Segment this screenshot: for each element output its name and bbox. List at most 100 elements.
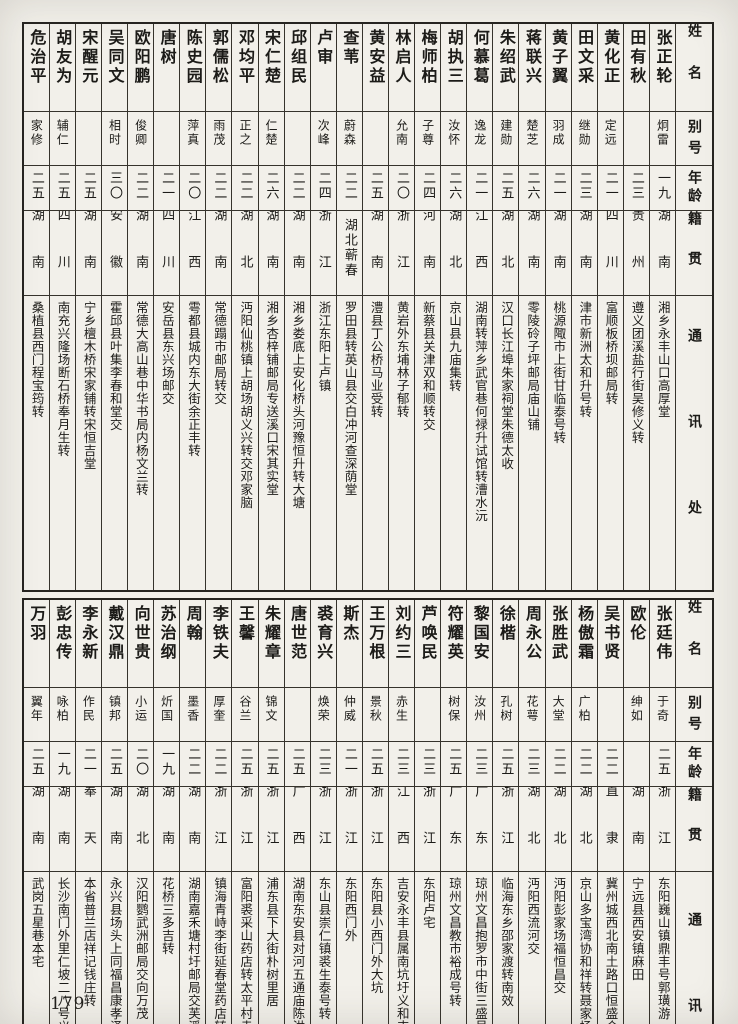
native-text: 安徽 bbox=[106, 210, 122, 296]
name-text: 危治平 bbox=[27, 29, 47, 86]
age-cell: 二〇 bbox=[387, 165, 416, 211]
native-text: 浙江 bbox=[315, 210, 331, 296]
age-cell: 二五 bbox=[492, 741, 520, 787]
native-cell: 湖北 bbox=[544, 786, 572, 872]
native-cell: 湖南 bbox=[622, 786, 650, 872]
alias-cell: 孔树 bbox=[492, 687, 520, 742]
age-cell: 二一 bbox=[335, 741, 363, 787]
name-text: 符耀英 bbox=[444, 605, 464, 662]
address-text: 琼州文昌抱罗市中街三盛号转 bbox=[473, 877, 489, 1024]
native-text: 贵州 bbox=[628, 210, 644, 296]
address-cell: 桃源陬市上街甘临泰号转 bbox=[544, 295, 572, 592]
native-text: 直隶 bbox=[602, 786, 618, 872]
alias-cell: 厚奎 bbox=[205, 687, 233, 742]
address-text: 桃源陬市上街甘临泰号转 bbox=[551, 301, 567, 444]
age-text: 二五 bbox=[446, 747, 462, 777]
address-cell: 黄岩外东埔林子郁转 bbox=[387, 295, 416, 592]
address-cell: 桑植县西门程宝筠转 bbox=[22, 295, 50, 592]
native-cell: 湖北蕲春 bbox=[335, 210, 363, 296]
native-cell: 浙江 bbox=[205, 786, 233, 872]
alias-text: 正之 bbox=[237, 119, 252, 147]
name-cell: 黄安益 bbox=[361, 22, 389, 112]
native-cell: 湖北 bbox=[518, 786, 546, 872]
header-name-label: 姓名 bbox=[686, 23, 702, 107]
native-text: 湖南 bbox=[550, 210, 566, 296]
age-cell: 二五 bbox=[100, 741, 129, 787]
native-cell: 四川 bbox=[596, 210, 624, 296]
age-text: 二五 bbox=[237, 747, 253, 777]
address-text: 湘乡娄底上安化桥头河豫恒升转大塘 bbox=[290, 301, 306, 509]
alias-text: 相时 bbox=[107, 119, 122, 147]
age-cell: 二三 bbox=[309, 741, 337, 787]
address-cell: 琼州文昌抱罗市中街三盛号转 bbox=[466, 871, 494, 1024]
age-cell: 二三 bbox=[466, 741, 494, 787]
header-address-label: 通讯处 bbox=[686, 328, 702, 586]
age-text: 二二 bbox=[185, 747, 201, 777]
native-cell: 四川 bbox=[153, 210, 181, 296]
alias-cell: 继勋 bbox=[570, 111, 598, 166]
name-text: 苏治纲 bbox=[157, 605, 177, 662]
address-cell: 津市新洲太和升号转 bbox=[570, 295, 598, 592]
native-text: 湖北蕲春 bbox=[341, 218, 357, 278]
address-cell: 临海东乡邵家渡转南效 bbox=[492, 871, 520, 1024]
header-name: 姓名 bbox=[675, 22, 714, 112]
alias-cell: 正之 bbox=[231, 111, 259, 166]
name-cell: 蒋联兴 bbox=[518, 22, 546, 112]
address-cell: 东阳卢宅 bbox=[414, 871, 442, 1024]
address-cell: 常德大高山巷中华书局内杨文兰转 bbox=[127, 295, 155, 592]
address-cell: 本省普兰店祥记钱庄转 bbox=[74, 871, 102, 1024]
name-cell: 林启人 bbox=[387, 22, 416, 112]
name-cell: 周翰 bbox=[179, 598, 207, 688]
age-cell: 二二 bbox=[283, 165, 311, 211]
alias-cell: 仲威 bbox=[335, 687, 363, 742]
alias-text: 谷兰 bbox=[237, 695, 252, 723]
name-cell: 卢审 bbox=[309, 22, 337, 112]
name-text: 朱耀章 bbox=[262, 605, 282, 662]
age-text: 二〇 bbox=[133, 747, 149, 777]
age-text: 二六 bbox=[263, 171, 279, 201]
alias-cell: 锦文 bbox=[257, 687, 285, 742]
name-cell: 苏治纲 bbox=[153, 598, 181, 688]
address-cell: 沔阳彭家场福恒昌交 bbox=[544, 871, 572, 1024]
name-cell: 芦唤民 bbox=[414, 598, 442, 688]
address-cell: 汉阳鹦武洲邮局交向万茂 bbox=[127, 871, 155, 1024]
header-alias: 别号 bbox=[675, 111, 714, 166]
alias-cell: 蔚森 bbox=[335, 111, 363, 166]
address-text: 东阳卢宅 bbox=[420, 877, 436, 929]
age-text: 二四 bbox=[420, 171, 436, 201]
age-text: 二二 bbox=[602, 747, 618, 777]
age-text: 二二 bbox=[211, 171, 227, 201]
native-cell: 湖南 bbox=[153, 786, 181, 872]
name-text: 田文采 bbox=[575, 29, 595, 86]
age-cell: 一九 bbox=[153, 741, 181, 787]
name-text: 宋仁楚 bbox=[262, 29, 282, 86]
name-text: 邱组民 bbox=[288, 29, 308, 86]
age-text: 二〇 bbox=[394, 171, 410, 201]
age-cell: 二六 bbox=[257, 165, 285, 211]
age-row: 年龄 二五 二二 二二 二二 二三 二五 二三 二五 二三 二三 二五 二一 二三 二五 二五 二五 二二 二二 一九… bbox=[22, 741, 714, 787]
name-text: 胡友为 bbox=[53, 29, 73, 86]
address-text: 澧县丁公桥马业受转 bbox=[368, 301, 384, 418]
name-text: 黄子翼 bbox=[549, 29, 569, 86]
native-text: 湖南 bbox=[28, 786, 44, 872]
age-text: 二五 bbox=[28, 747, 44, 777]
alias-text: 家修 bbox=[29, 119, 44, 147]
name-text: 刘约三 bbox=[392, 605, 412, 662]
native-text: 湖北 bbox=[133, 786, 149, 872]
address-cell: 新蔡县关津双和顺转交 bbox=[414, 295, 442, 592]
native-text: 湖北 bbox=[498, 210, 514, 296]
alias-text: 定远 bbox=[603, 119, 618, 147]
header-alias: 别号 bbox=[675, 687, 714, 742]
age-text: 一九 bbox=[54, 747, 70, 777]
name-cell: 胡友为 bbox=[48, 22, 76, 112]
name-cell: 杨傲霜 bbox=[570, 598, 598, 688]
name-cell: 张廷伟 bbox=[648, 598, 677, 688]
alias-cell: 景秋 bbox=[361, 687, 389, 742]
name-text: 唐树 bbox=[157, 29, 177, 67]
alias-cell: 建勋 bbox=[492, 111, 520, 166]
native-cell: 广西 bbox=[283, 786, 311, 872]
alias-cell: 汝怀 bbox=[440, 111, 468, 166]
name-cell: 吴书贤 bbox=[596, 598, 624, 688]
address-cell: 遵义团溪盐行街吴修义转 bbox=[622, 295, 650, 592]
address-cell: 长沙南门外里仁坡二八号义园刘宅 bbox=[48, 871, 76, 1024]
